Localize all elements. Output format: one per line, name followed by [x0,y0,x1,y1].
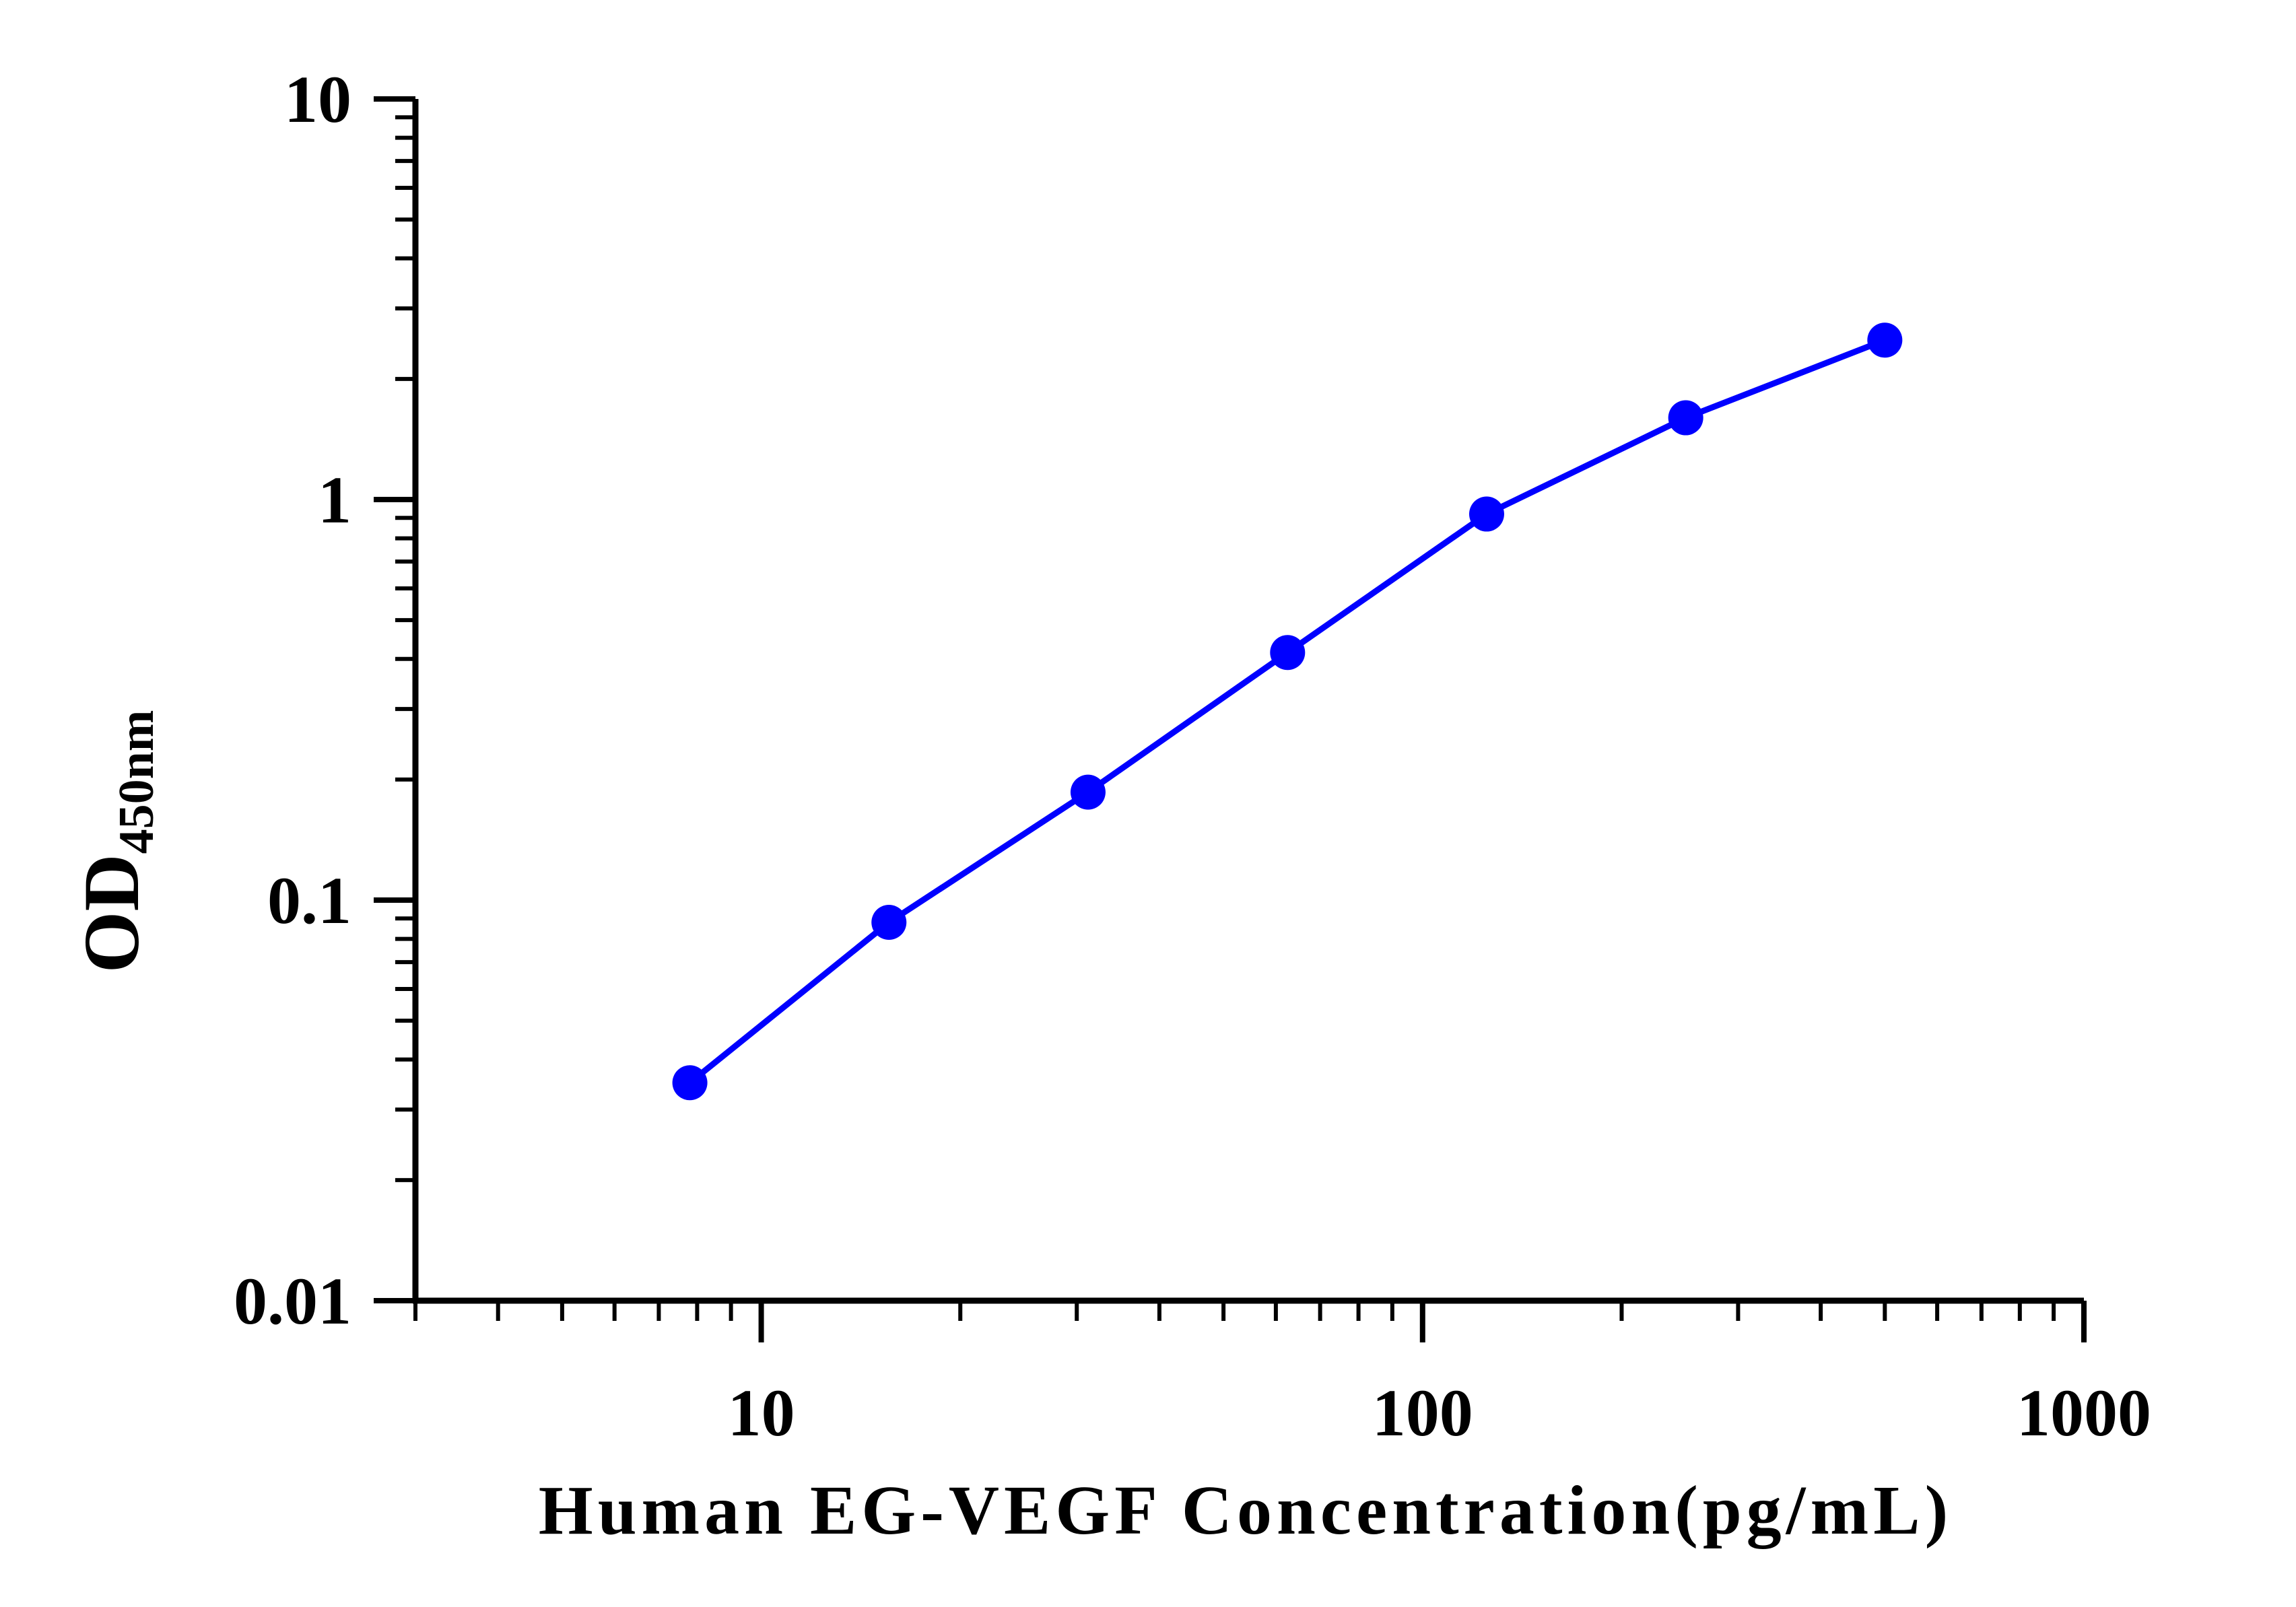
y-tick-label: 0.1 [267,863,351,938]
data-point [672,1065,708,1101]
x-tick-label: 10 [728,1375,795,1450]
data-point [1867,322,1903,358]
x-tick-label: 1000 [2017,1375,2151,1450]
series-line [687,337,1888,1086]
y-tick-label: 1 [318,463,351,537]
tick-labels: 0.01 0.1 1 10 10 100 1000 [234,62,2151,1450]
data-point [1468,496,1504,532]
ticks [374,96,2087,1342]
data-point [871,905,907,941]
data-point [1270,635,1306,671]
x-tick-label: 100 [1372,1375,1473,1450]
axes [412,99,2084,1304]
y-axis-title-main: OD [67,854,156,973]
data-point [1668,400,1703,436]
y-tick-label: 10 [284,62,351,137]
series [672,322,1903,1101]
x-axis-title: Human EG-VEGF Concentration(pg/mL) [539,1472,1953,1549]
y-axis-title: OD450nm [67,710,164,973]
y-axis-title-subscript: 450nm [109,710,164,854]
data-point [1070,774,1106,810]
y-tick-label: 0.01 [234,1264,351,1338]
